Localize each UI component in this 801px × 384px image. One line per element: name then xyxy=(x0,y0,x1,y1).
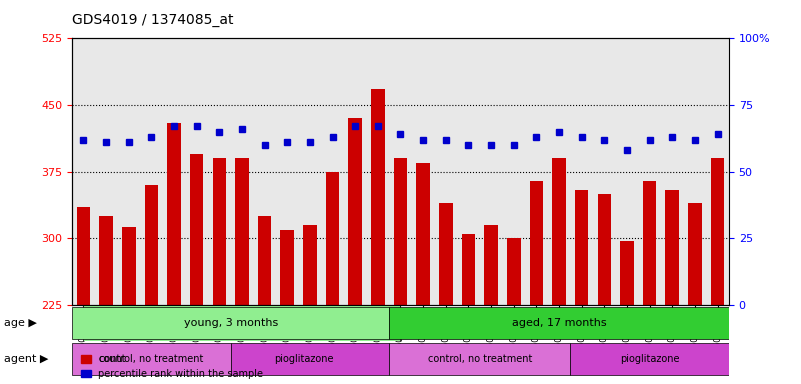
Bar xyxy=(666,190,679,305)
Bar xyxy=(122,227,135,305)
FancyBboxPatch shape xyxy=(231,343,389,374)
Bar xyxy=(529,181,543,305)
Bar xyxy=(77,207,91,305)
FancyBboxPatch shape xyxy=(72,307,389,339)
Bar xyxy=(394,159,407,305)
FancyBboxPatch shape xyxy=(389,343,570,374)
Bar xyxy=(190,154,203,305)
Text: young, 3 months: young, 3 months xyxy=(183,318,278,328)
Legend: count, percentile rank within the sample: count, percentile rank within the sample xyxy=(77,350,268,383)
Bar xyxy=(303,225,316,305)
Bar xyxy=(507,238,521,305)
Text: control, no treatment: control, no treatment xyxy=(99,354,203,364)
Text: aged, 17 months: aged, 17 months xyxy=(512,318,606,328)
Bar xyxy=(439,203,453,305)
Text: pioglitazone: pioglitazone xyxy=(275,354,334,364)
Bar xyxy=(99,216,113,305)
FancyBboxPatch shape xyxy=(389,307,729,339)
Bar xyxy=(710,159,724,305)
Bar xyxy=(688,203,702,305)
Bar xyxy=(167,123,181,305)
Bar xyxy=(620,241,634,305)
Bar xyxy=(575,190,589,305)
Bar xyxy=(144,185,158,305)
Bar xyxy=(258,216,272,305)
Bar xyxy=(326,172,340,305)
FancyBboxPatch shape xyxy=(570,343,729,374)
Text: pioglitazone: pioglitazone xyxy=(620,354,679,364)
Bar xyxy=(83,305,400,341)
Bar xyxy=(348,118,362,305)
Bar xyxy=(212,159,226,305)
Bar xyxy=(235,159,249,305)
Bar xyxy=(643,181,657,305)
Bar xyxy=(461,234,475,305)
FancyBboxPatch shape xyxy=(72,343,231,374)
Text: GDS4019 / 1374085_at: GDS4019 / 1374085_at xyxy=(72,13,234,27)
Text: agent ▶: agent ▶ xyxy=(4,354,48,364)
Bar xyxy=(371,89,384,305)
Bar xyxy=(552,159,566,305)
Text: age ▶: age ▶ xyxy=(4,318,37,328)
Bar xyxy=(485,225,498,305)
Bar xyxy=(280,230,294,305)
Bar xyxy=(417,163,430,305)
Bar xyxy=(598,194,611,305)
Text: control, no treatment: control, no treatment xyxy=(428,354,532,364)
